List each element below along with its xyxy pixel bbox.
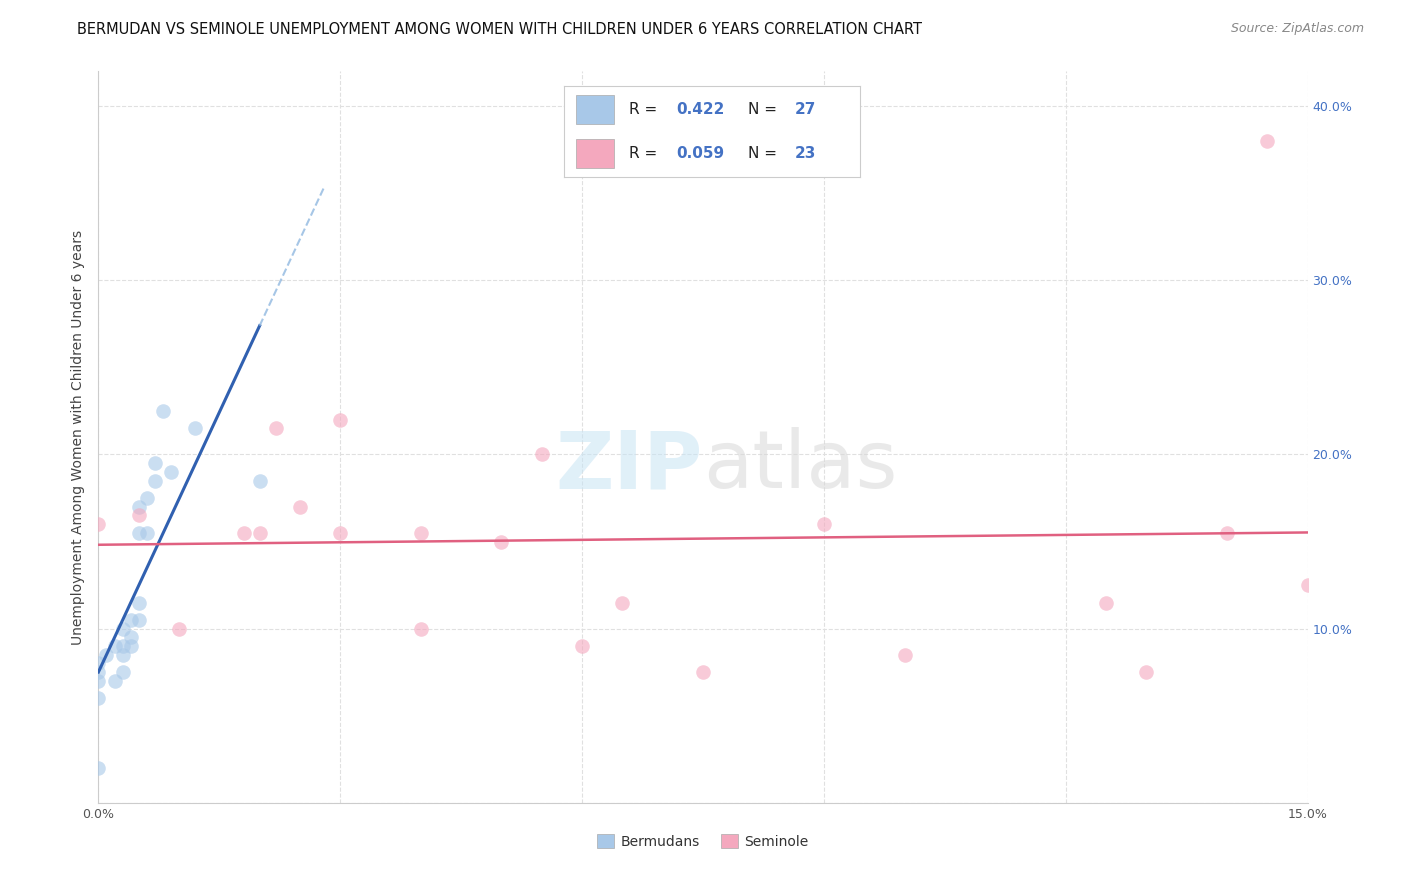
Point bbox=[87, 657, 110, 671]
Point bbox=[1216, 525, 1239, 540]
Y-axis label: Unemployment Among Women with Children Under 6 years: Unemployment Among Women with Children U… bbox=[72, 229, 86, 645]
Text: Source: ZipAtlas.com: Source: ZipAtlas.com bbox=[1230, 22, 1364, 36]
Point bbox=[87, 517, 110, 532]
Point bbox=[96, 648, 118, 662]
Point bbox=[264, 421, 287, 435]
Text: BERMUDAN VS SEMINOLE UNEMPLOYMENT AMONG WOMEN WITH CHILDREN UNDER 6 YEARS CORREL: BERMUDAN VS SEMINOLE UNEMPLOYMENT AMONG … bbox=[77, 22, 922, 37]
Point bbox=[120, 631, 142, 645]
Point bbox=[135, 525, 157, 540]
Point bbox=[160, 465, 183, 479]
Point bbox=[111, 622, 134, 636]
Point bbox=[409, 622, 432, 636]
Point bbox=[1095, 595, 1118, 609]
Text: ZIP: ZIP bbox=[555, 427, 703, 506]
Point bbox=[152, 404, 174, 418]
Point bbox=[143, 474, 166, 488]
Point bbox=[87, 761, 110, 775]
Point bbox=[103, 639, 125, 653]
Point bbox=[111, 639, 134, 653]
Point bbox=[288, 500, 311, 514]
Point bbox=[167, 622, 190, 636]
Point bbox=[184, 421, 207, 435]
Point bbox=[813, 517, 835, 532]
Point bbox=[111, 665, 134, 680]
Point bbox=[87, 691, 110, 706]
Point bbox=[111, 648, 134, 662]
Point bbox=[87, 673, 110, 688]
Point bbox=[135, 491, 157, 505]
Point bbox=[103, 673, 125, 688]
Point bbox=[571, 639, 593, 653]
Point bbox=[143, 456, 166, 470]
Point bbox=[1135, 665, 1157, 680]
Point bbox=[128, 595, 150, 609]
Text: atlas: atlas bbox=[703, 427, 897, 506]
Point bbox=[249, 474, 271, 488]
Point bbox=[128, 500, 150, 514]
Point bbox=[232, 525, 254, 540]
Point bbox=[530, 448, 553, 462]
Point bbox=[128, 613, 150, 627]
Point bbox=[120, 639, 142, 653]
Point bbox=[128, 525, 150, 540]
Point bbox=[409, 525, 432, 540]
Legend: Bermudans, Seminole: Bermudans, Seminole bbox=[592, 829, 814, 855]
Point bbox=[491, 534, 513, 549]
Point bbox=[329, 525, 352, 540]
Point bbox=[249, 525, 271, 540]
Point bbox=[120, 613, 142, 627]
Point bbox=[612, 595, 634, 609]
Point bbox=[692, 665, 714, 680]
Point bbox=[1256, 134, 1278, 148]
Point bbox=[128, 508, 150, 523]
Point bbox=[893, 648, 915, 662]
Point bbox=[1296, 578, 1319, 592]
Point bbox=[329, 412, 352, 426]
Point bbox=[87, 665, 110, 680]
